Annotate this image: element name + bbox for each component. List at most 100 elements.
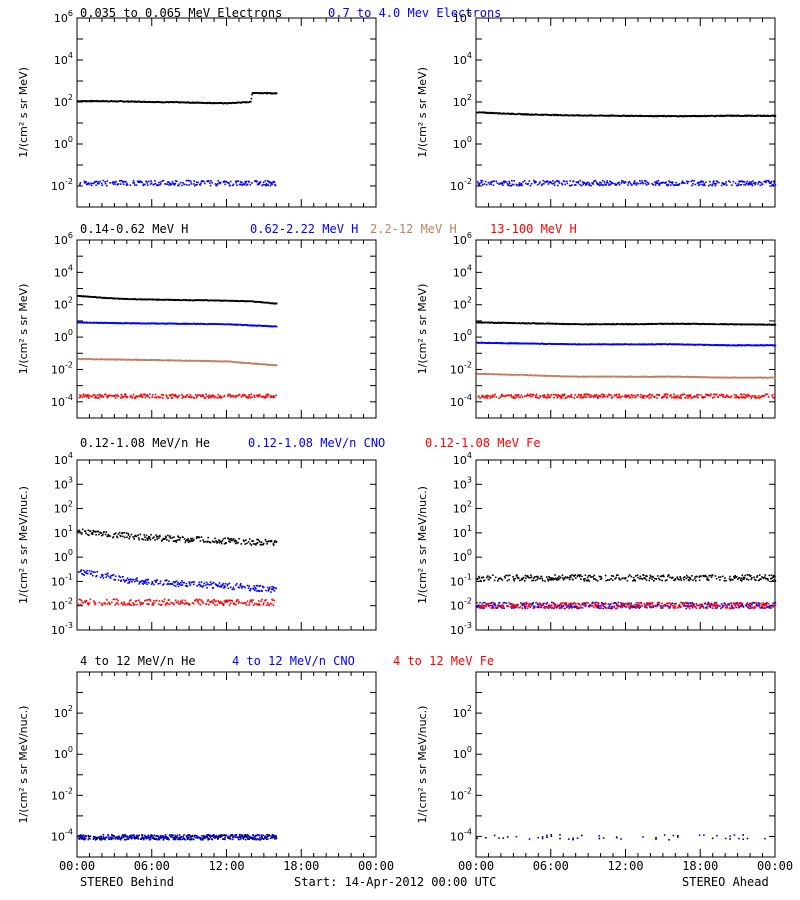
data-point xyxy=(754,183,756,186)
data-point xyxy=(601,393,603,396)
data-point xyxy=(498,397,500,399)
data-point xyxy=(746,180,749,183)
data-point xyxy=(558,180,560,183)
data-point xyxy=(612,396,614,398)
data-point xyxy=(149,183,152,185)
data-point xyxy=(576,396,578,398)
data-point xyxy=(542,394,545,397)
data-point xyxy=(559,396,562,399)
data-point xyxy=(117,183,120,185)
row-3-title-3: 0.12-1.08 MeV Fe xyxy=(425,436,541,450)
data-point xyxy=(673,396,676,399)
data-point xyxy=(229,180,232,183)
data-point xyxy=(494,393,496,396)
data-point xyxy=(190,183,193,185)
data-point xyxy=(602,395,605,398)
data-point xyxy=(88,397,90,399)
data-point xyxy=(586,393,588,395)
data-point xyxy=(493,180,495,182)
data-point xyxy=(171,180,174,183)
data-point xyxy=(637,182,639,185)
data-point xyxy=(746,114,748,117)
data-point xyxy=(191,396,193,398)
data-point xyxy=(659,182,661,185)
data-point xyxy=(122,180,124,183)
data-point xyxy=(263,396,266,399)
data-point xyxy=(525,182,527,185)
data-point xyxy=(584,396,587,398)
data-point xyxy=(772,184,774,186)
data-point xyxy=(608,183,611,185)
data-point xyxy=(644,182,647,185)
data-point xyxy=(663,393,666,396)
data-point xyxy=(720,184,723,187)
data-point xyxy=(590,395,593,397)
data-point xyxy=(681,182,683,184)
data-point xyxy=(168,394,171,396)
data-point xyxy=(502,184,504,186)
data-point xyxy=(502,394,504,397)
data-point xyxy=(601,184,603,186)
data-point xyxy=(713,393,715,396)
data-point xyxy=(209,184,212,187)
data-point xyxy=(694,183,697,186)
data-point xyxy=(511,183,514,186)
data-point xyxy=(121,395,123,397)
data-point xyxy=(207,395,209,398)
data-point xyxy=(220,396,223,398)
row-3-title-1: 0.12-1.08 MeV/n He xyxy=(80,436,210,450)
data-point xyxy=(170,394,172,396)
data-point xyxy=(243,394,246,397)
data-point xyxy=(624,181,627,183)
data-point xyxy=(657,180,660,182)
data-point xyxy=(257,183,259,186)
data-point xyxy=(86,393,89,396)
data-point xyxy=(246,397,249,399)
y-tick-label: 100 xyxy=(54,135,73,151)
data-point xyxy=(730,184,733,186)
data-point xyxy=(634,396,637,399)
data-point xyxy=(563,393,566,395)
data-point xyxy=(479,182,481,184)
data-point xyxy=(690,180,693,183)
data-point xyxy=(178,183,180,185)
data-point xyxy=(714,183,716,185)
data-point xyxy=(485,183,488,186)
series-1 xyxy=(77,295,278,305)
data-point xyxy=(232,184,234,187)
data-point xyxy=(631,184,633,186)
data-point xyxy=(245,182,247,184)
data-point xyxy=(250,396,252,399)
data-point xyxy=(190,396,192,399)
data-point xyxy=(577,395,579,398)
data-point xyxy=(741,180,743,182)
y-tick-label: 104 xyxy=(453,51,472,67)
data-point xyxy=(486,397,489,399)
data-point xyxy=(528,180,531,182)
y-tick-label: 106 xyxy=(453,9,472,25)
data-point xyxy=(562,180,565,182)
data-point xyxy=(556,180,559,183)
data-point xyxy=(481,394,483,397)
data-point xyxy=(492,184,495,186)
data-point xyxy=(512,396,515,398)
data-point xyxy=(185,179,188,182)
data-point xyxy=(240,181,242,183)
data-point xyxy=(595,394,598,396)
data-point xyxy=(635,395,638,398)
data-point xyxy=(124,395,127,397)
data-point xyxy=(535,395,537,397)
data-point xyxy=(655,393,658,396)
data-point xyxy=(642,182,644,185)
data-point xyxy=(269,181,271,183)
data-point xyxy=(172,393,174,396)
data-point xyxy=(126,396,129,398)
data-point xyxy=(633,181,635,184)
data-point xyxy=(481,179,483,182)
data-point xyxy=(196,395,198,398)
data-point xyxy=(515,396,517,399)
data-point xyxy=(755,181,757,184)
series-3 xyxy=(77,357,278,367)
data-point xyxy=(533,393,535,396)
data-point xyxy=(748,181,751,184)
